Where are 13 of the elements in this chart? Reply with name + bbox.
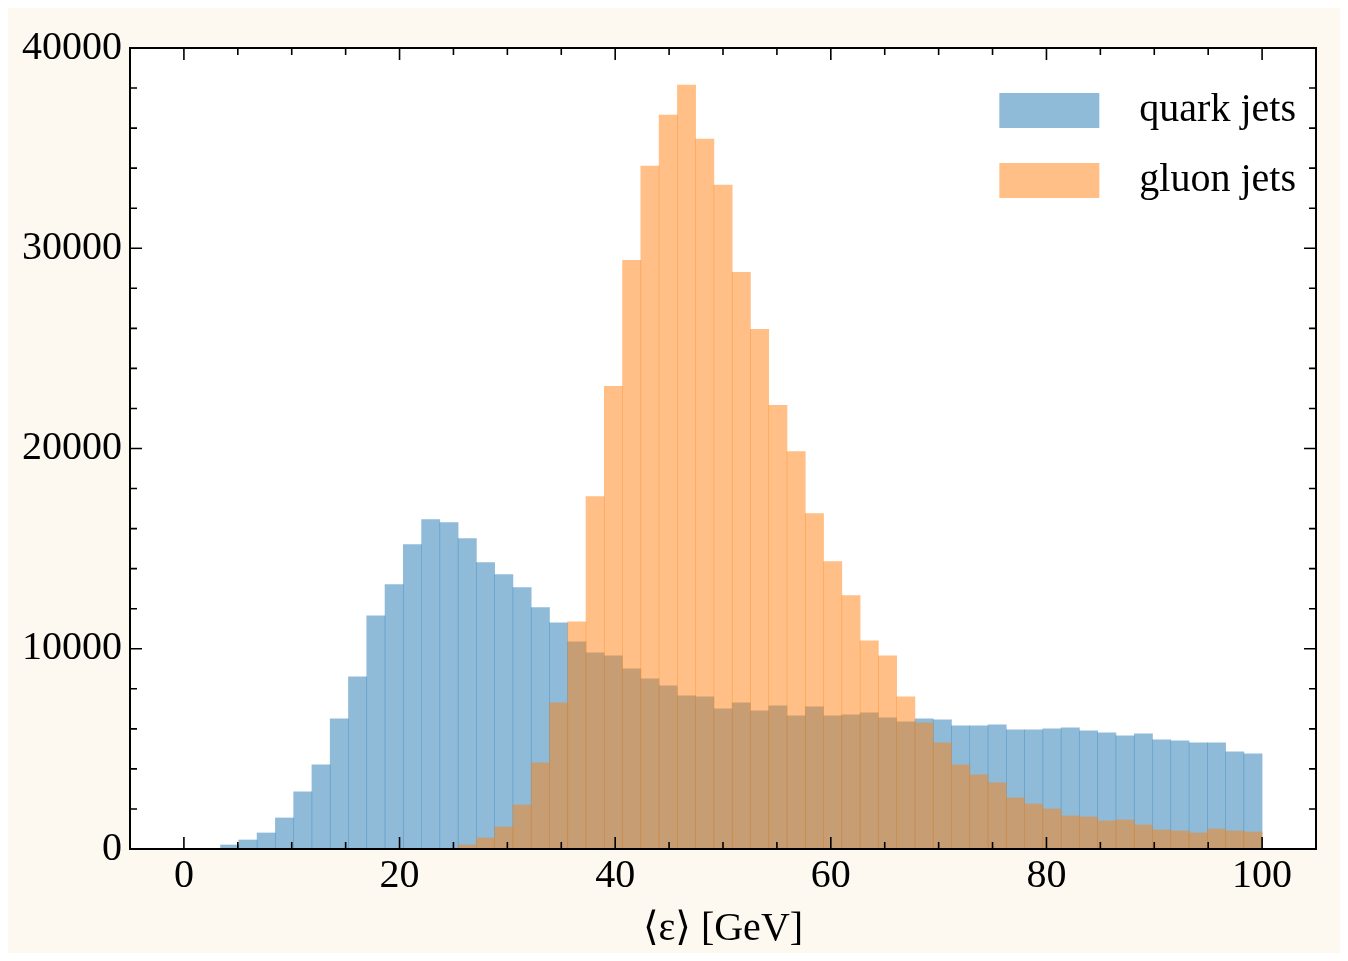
y-tick-label: 10000 [22, 623, 122, 669]
x-tick-label: 40 [595, 850, 636, 896]
y-tick-label: 30000 [22, 222, 122, 268]
x-tick-label: 60 [810, 850, 851, 896]
x-tick-label: 20 [379, 850, 420, 896]
legend-label: quark jets [1139, 85, 1296, 130]
x-axis-title: ⟨ε⟩ [GeV] [642, 903, 804, 949]
x-tick-label: 100 [1232, 850, 1293, 896]
x-tick-label: 80 [1026, 850, 1067, 896]
y-tick-label: 40000 [22, 22, 122, 68]
y-tick-label: 20000 [22, 423, 122, 468]
legend-label: gluon jets [1139, 155, 1297, 200]
x-tick-label: 0 [173, 850, 194, 896]
